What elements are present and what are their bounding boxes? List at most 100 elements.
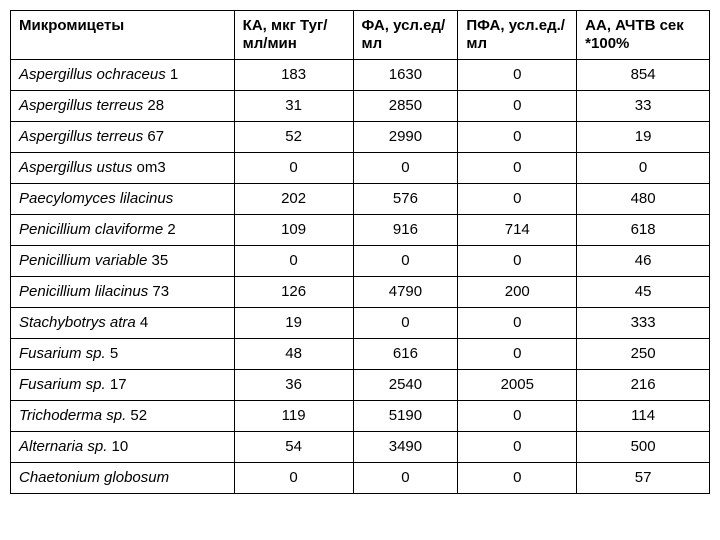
table-row: Aspergillus terreus 28312850033 [11, 91, 710, 122]
species-name: Trichoderma sp. [19, 407, 126, 424]
species-name: Penicillium claviforme [19, 221, 163, 238]
cell-pfa: 0 [458, 122, 577, 153]
cell-name: Penicillium lilacinus 73 [11, 277, 235, 308]
cell-fa: 5190 [353, 401, 458, 432]
cell-fa: 2990 [353, 122, 458, 153]
cell-pfa: 0 [458, 401, 577, 432]
table-row: Fusarium sp. 5486160250 [11, 339, 710, 370]
cell-pfa: 200 [458, 277, 577, 308]
species-suffix: 5 [106, 345, 119, 362]
table-row: Trichoderma sp. 5211951900114 [11, 401, 710, 432]
species-suffix: 10 [107, 438, 128, 455]
cell-ka: 36 [234, 370, 353, 401]
cell-pfa: 0 [458, 339, 577, 370]
cell-name: Alternaria sp. 10 [11, 432, 235, 463]
species-name: Paecylomyces lilacinus [19, 190, 173, 207]
cell-name: Aspergillus terreus 67 [11, 122, 235, 153]
cell-ka: 48 [234, 339, 353, 370]
table-row: Stachybotrys atra 41900333 [11, 308, 710, 339]
cell-name: Paecylomyces lilacinus [11, 184, 235, 215]
cell-name: Fusarium sp. 5 [11, 339, 235, 370]
species-name: Penicillium lilacinus [19, 283, 148, 300]
cell-aa: 33 [577, 91, 710, 122]
cell-ka: 119 [234, 401, 353, 432]
table-header: Микромицеты КА, мкг Туг/мл/мин ФА, усл.е… [11, 11, 710, 60]
table-row: Penicillium lilacinus 73126479020045 [11, 277, 710, 308]
species-suffix: 35 [147, 252, 168, 269]
species-suffix: 52 [126, 407, 147, 424]
table-row: Paecylomyces lilacinus 2025760480 [11, 184, 710, 215]
cell-aa: 45 [577, 277, 710, 308]
col-header-micromycetes: Микромицеты [11, 11, 235, 60]
cell-pfa: 0 [458, 308, 577, 339]
cell-name: Aspergillus ochraceus 1 [11, 60, 235, 91]
cell-aa: 500 [577, 432, 710, 463]
species-name: Aspergillus ochraceus [19, 66, 166, 83]
cell-aa: 57 [577, 463, 710, 494]
col-header-ka: КА, мкг Туг/мл/мин [234, 11, 353, 60]
cell-ka: 31 [234, 91, 353, 122]
cell-pfa: 0 [458, 184, 577, 215]
cell-ka: 19 [234, 308, 353, 339]
cell-aa: 250 [577, 339, 710, 370]
cell-name: Penicillium variable 35 [11, 246, 235, 277]
cell-name: Chaetonium globosum [11, 463, 235, 494]
cell-pfa: 0 [458, 246, 577, 277]
col-header-aa: АА, АЧТВ сек *100% [577, 11, 710, 60]
species-name: Fusarium sp. [19, 376, 106, 393]
cell-ka: 183 [234, 60, 353, 91]
micromycetes-table: Микромицеты КА, мкг Туг/мл/мин ФА, усл.е… [10, 10, 710, 494]
cell-pfa: 0 [458, 91, 577, 122]
table-row: Aspergillus ustus om30000 [11, 153, 710, 184]
cell-name: Penicillium claviforme 2 [11, 215, 235, 246]
table-row: Chaetonium globosum00057 [11, 463, 710, 494]
cell-fa: 2850 [353, 91, 458, 122]
species-suffix: 17 [106, 376, 127, 393]
table-row: Aspergillus ochraceus 118316300854 [11, 60, 710, 91]
cell-fa: 2540 [353, 370, 458, 401]
cell-aa: 480 [577, 184, 710, 215]
table-body: Aspergillus ochraceus 118316300854Asperg… [11, 60, 710, 494]
table-row: Penicillium variable 3500046 [11, 246, 710, 277]
cell-fa: 576 [353, 184, 458, 215]
species-suffix: om3 [132, 159, 165, 176]
cell-ka: 202 [234, 184, 353, 215]
species-suffix: 73 [148, 283, 169, 300]
cell-ka: 52 [234, 122, 353, 153]
cell-name: Aspergillus terreus 28 [11, 91, 235, 122]
col-header-fa: ФА, усл.ед/мл [353, 11, 458, 60]
col-header-pfa: ПФА, усл.ед./мл [458, 11, 577, 60]
species-suffix: 1 [166, 66, 179, 83]
species-name: Fusarium sp. [19, 345, 106, 362]
cell-fa: 0 [353, 463, 458, 494]
species-name: Penicillium variable [19, 252, 147, 269]
cell-ka: 109 [234, 215, 353, 246]
cell-name: Aspergillus ustus om3 [11, 153, 235, 184]
cell-ka: 0 [234, 153, 353, 184]
cell-fa: 616 [353, 339, 458, 370]
cell-aa: 0 [577, 153, 710, 184]
cell-ka: 126 [234, 277, 353, 308]
species-suffix: 4 [136, 314, 149, 331]
cell-pfa: 0 [458, 60, 577, 91]
cell-aa: 114 [577, 401, 710, 432]
species-name: Aspergillus ustus [19, 159, 132, 176]
cell-pfa: 2005 [458, 370, 577, 401]
cell-name: Trichoderma sp. 52 [11, 401, 235, 432]
cell-name: Stachybotrys atra 4 [11, 308, 235, 339]
cell-ka: 0 [234, 463, 353, 494]
cell-aa: 333 [577, 308, 710, 339]
species-name: Stachybotrys atra [19, 314, 136, 331]
species-name: Aspergillus terreus [19, 128, 143, 145]
cell-aa: 618 [577, 215, 710, 246]
cell-pfa: 0 [458, 153, 577, 184]
species-name: Alternaria sp. [19, 438, 107, 455]
table-row: Alternaria sp. 105434900500 [11, 432, 710, 463]
table-row: Aspergillus terreus 67522990019 [11, 122, 710, 153]
cell-fa: 0 [353, 246, 458, 277]
cell-name: Fusarium sp. 17 [11, 370, 235, 401]
cell-aa: 46 [577, 246, 710, 277]
cell-aa: 216 [577, 370, 710, 401]
cell-ka: 0 [234, 246, 353, 277]
cell-pfa: 0 [458, 432, 577, 463]
